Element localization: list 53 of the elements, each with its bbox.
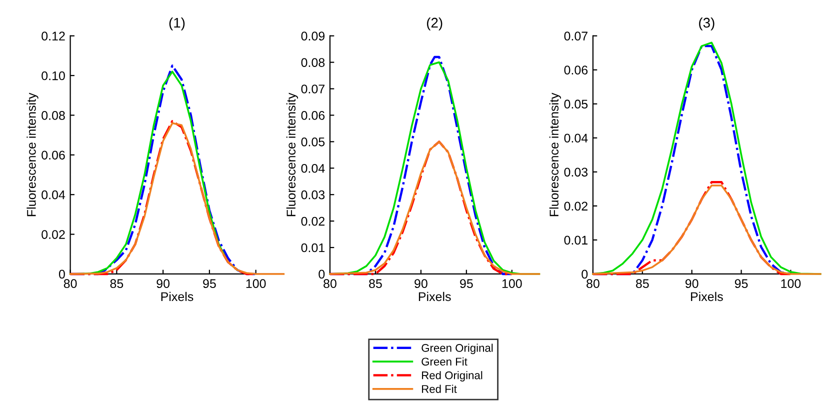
y-tick-label: 0.02 (564, 202, 588, 211)
y-tick-label: 0 (58, 270, 65, 279)
y-tick-label: 0 (318, 270, 325, 279)
y-tick-label: 0.06 (301, 111, 325, 120)
y-tick-label: 0.07 (564, 32, 588, 40)
y-tick-label: 0.03 (564, 168, 588, 177)
y-tick-label: 0.02 (42, 230, 65, 239)
y-tick-label: 0.06 (42, 150, 65, 160)
x-tick-label: 95 (460, 279, 473, 288)
x-tick-label: 80 (586, 279, 600, 288)
x-tick-label: 90 (685, 279, 698, 288)
x-axis-title: Pixels (691, 292, 723, 302)
legend-label: Green Original (422, 344, 493, 354)
x-tick-label: 95 (203, 279, 216, 288)
x-tick-label: 85 (110, 279, 124, 288)
x-axis-title: Pixels (418, 292, 451, 302)
chart-title: (3) (699, 17, 714, 30)
y-tick-label: 0.01 (564, 236, 588, 245)
y-tick-label: 0.09 (301, 32, 325, 40)
x-tick-label: 90 (156, 279, 170, 288)
chart-title: (1) (169, 17, 185, 30)
y-tick-label: 0.05 (301, 137, 325, 146)
x-tick-label: 85 (369, 279, 382, 288)
y-tick-label: 0.06 (564, 66, 588, 75)
y-axis-title: Fluorescence intensity (26, 92, 38, 216)
y-tick-label: 0 (582, 270, 588, 279)
x-tick-label: 85 (636, 279, 649, 288)
y-tick-label: 0.08 (42, 111, 65, 120)
x-tick-label: 80 (324, 279, 336, 288)
y-tick-label: 0.05 (564, 100, 588, 109)
x-tick-label: 100 (502, 279, 522, 288)
legend-label: Red Fit (422, 384, 457, 393)
y-axis-title: Fluorescence intensity (549, 92, 561, 216)
y-tick-label: 0.02 (301, 216, 324, 226)
y-tick-label: 0.07 (301, 84, 324, 94)
chart-title: (2) (426, 17, 442, 30)
x-axis-title: Pixels (161, 292, 194, 302)
x-tick-label: 100 (246, 279, 266, 288)
y-tick-label: 0.04 (564, 134, 588, 143)
y-tick-label: 0.04 (301, 164, 325, 173)
y-tick-label: 0.01 (301, 243, 325, 252)
y-tick-label: 0.12 (42, 32, 65, 40)
legend-label: Green Fit (422, 357, 468, 366)
y-tick-label: 0.03 (301, 190, 325, 200)
y-axis-title: Fluorescence intensity (286, 92, 298, 216)
y-tick-label: 0.10 (42, 71, 65, 80)
x-tick-label: 100 (781, 279, 801, 288)
y-tick-label: 0.08 (301, 58, 325, 67)
x-tick-label: 95 (734, 279, 748, 288)
x-tick-label: 90 (414, 279, 428, 288)
legend-label: Red Original (422, 371, 482, 382)
y-tick-label: 0.04 (42, 190, 66, 200)
x-tick-label: 80 (64, 279, 77, 288)
